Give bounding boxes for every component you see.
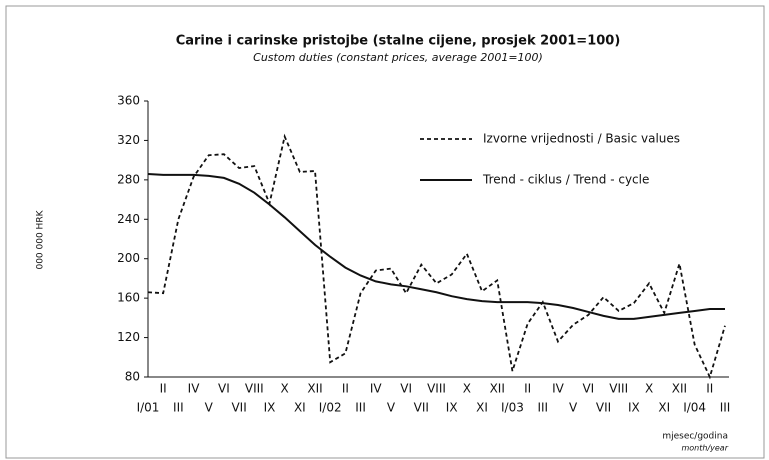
y-tick-label: 320: [117, 133, 140, 147]
y-tick-label: 360: [117, 94, 140, 108]
x-tick-label: I/04: [683, 401, 706, 415]
x-tick-label: I/03: [501, 401, 524, 415]
x-axis-label-sub: month/year: [681, 444, 728, 453]
y-axis-label: 000 000 HRK: [36, 209, 46, 269]
x-tick-label: XI: [294, 401, 306, 415]
y-tick-label: 200: [117, 251, 140, 265]
x-tick-label: III: [537, 401, 548, 415]
x-tick-label: VIII: [427, 382, 446, 396]
x-tick-label: I/01: [137, 401, 160, 415]
x-tick-label: IX: [446, 401, 458, 415]
x-tick-label: X: [645, 382, 653, 396]
chart-subtitle: Custom duties (constant prices, average …: [253, 51, 543, 64]
x-tick-label: III: [720, 401, 731, 415]
x-tick-label: XII: [307, 382, 322, 396]
chart-title: Carine i carinske pristojbe (stalne cije…: [176, 34, 621, 49]
x-tick-label: VII: [414, 401, 429, 415]
y-tick-label: 160: [117, 291, 140, 305]
legend-label: Izvorne vrijednosti / Basic values: [483, 132, 680, 146]
x-tick-label: VIII: [245, 382, 264, 396]
x-tick-label: IV: [370, 382, 383, 396]
series-line: [147, 172, 725, 320]
y-tick-label: 280: [117, 172, 140, 186]
x-tick-label: IV: [188, 382, 201, 396]
y-tick-label: 240: [117, 212, 140, 226]
x-axis-label: mjesec/godina: [662, 432, 728, 442]
x-tick-label: IX: [628, 401, 640, 415]
x-tick-label: III: [173, 401, 184, 415]
x-tick-label: II: [342, 382, 349, 396]
y-tick-label: 80: [125, 370, 140, 384]
x-tick-label: XII: [672, 382, 687, 396]
x-tick-label: V: [387, 401, 396, 415]
x-tick-label: VI: [582, 382, 594, 396]
x-tick-label: V: [569, 401, 578, 415]
x-tick-label: XI: [476, 401, 488, 415]
x-tick-label: VII: [231, 401, 246, 415]
x-tick-label: V: [205, 401, 214, 415]
x-tick-label: XII: [490, 382, 505, 396]
x-tick-label: X: [281, 382, 289, 396]
x-tick-label: III: [355, 401, 366, 415]
x-tick-label: IV: [552, 382, 565, 396]
series-line: [147, 133, 726, 380]
x-tick-label: X: [463, 382, 471, 396]
legend-label: Trend - ciklus / Trend - cycle: [482, 173, 649, 187]
x-tick-label: VIII: [609, 382, 628, 396]
x-tick-label: II: [160, 382, 167, 396]
x-tick-label: XI: [658, 401, 670, 415]
x-tick-label: IX: [264, 401, 276, 415]
y-tick-label: 120: [117, 330, 140, 344]
x-tick-label: VI: [400, 382, 412, 396]
frame: [5, 5, 765, 459]
x-tick-label: II: [706, 382, 713, 396]
x-tick-label: VI: [218, 382, 230, 396]
x-tick-label: II: [524, 382, 531, 396]
x-tick-label: I/02: [319, 401, 342, 415]
x-tick-label: VII: [596, 401, 611, 415]
